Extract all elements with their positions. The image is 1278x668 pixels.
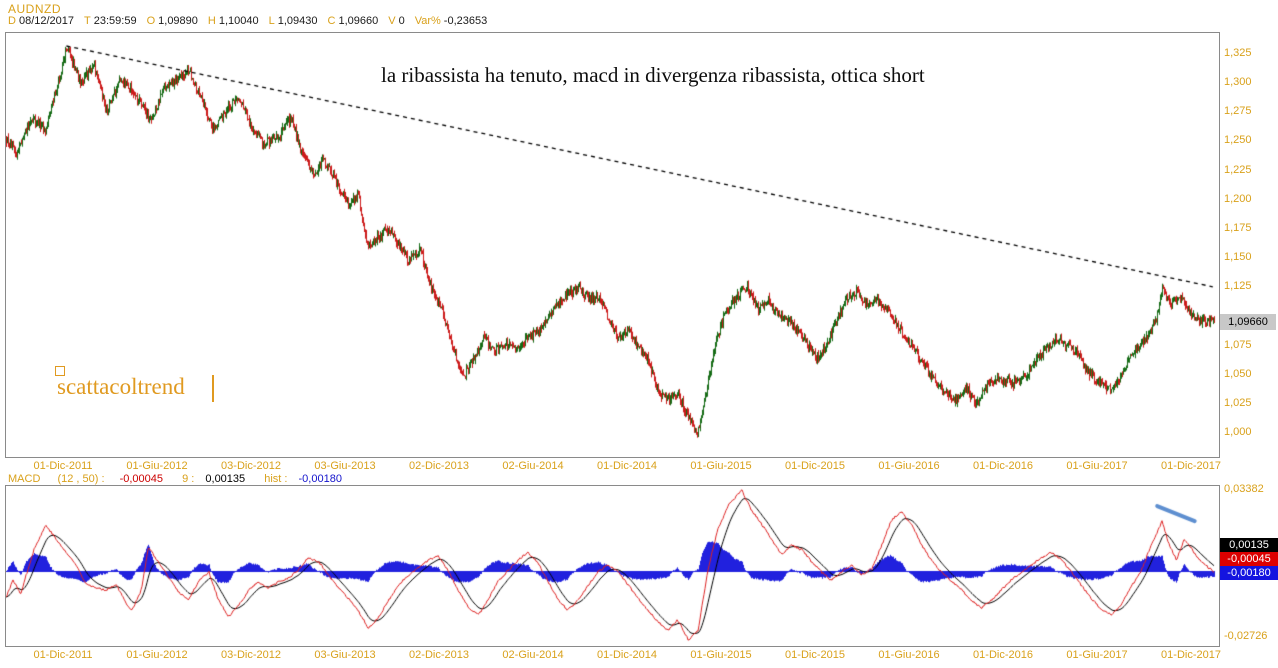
price-tick-label: 1,200 — [1224, 192, 1252, 205]
field-label: D — [8, 15, 16, 27]
macd-badge: -0,00045 — [1220, 552, 1278, 566]
macd-status-bar: MACD (12 , 50) : -0,00045 9 : 0,00135 hi… — [8, 473, 342, 485]
macd-indicator-panel[interactable] — [5, 485, 1220, 647]
date-tick-label: 02-Dic-2013 — [409, 649, 469, 661]
signal-value: 0,00135 — [205, 473, 246, 485]
candlestick-chart-canvas[interactable] — [6, 33, 1217, 455]
date-tick-label: 01-Dic-2017 — [1161, 460, 1221, 472]
field-label: C — [327, 15, 336, 27]
date-tick-label: 01-Giu-2012 — [126, 649, 188, 661]
hist-value: -0,00180 — [298, 473, 342, 485]
price-tick-label: 1,000 — [1224, 425, 1252, 438]
field-label: V — [388, 15, 396, 27]
ohlc-status-bar: D 08/12/2017 T 23:59:59 O 1,09890 H 1,10040 L 1,0… — [8, 15, 487, 27]
field-value: 0 — [398, 15, 405, 27]
price-chart-panel[interactable] — [5, 32, 1220, 458]
date-tick-label: 01-Dic-2015 — [785, 649, 845, 661]
date-tick-label: 02-Dic-2013 — [409, 460, 469, 472]
macd-name: MACD — [8, 473, 41, 485]
price-tick-label: 1,300 — [1224, 76, 1252, 89]
field-label: O — [146, 15, 156, 27]
price-tick-label: 1,175 — [1224, 221, 1252, 234]
field-value: 1,10040 — [218, 15, 259, 27]
price-tick-label: 1,150 — [1224, 251, 1252, 264]
price-tick-label: 1,050 — [1224, 367, 1252, 380]
signal-label: 9 : — [182, 473, 195, 485]
date-tick-label: 01-Giu-2017 — [1066, 460, 1128, 472]
date-tick-label: 01-Dic-2016 — [973, 649, 1033, 661]
price-tick-label: 1,250 — [1224, 134, 1252, 147]
date-tick-label: 01-Dic-2011 — [33, 460, 93, 472]
macd-chart-canvas[interactable] — [6, 486, 1217, 644]
date-tick-label: 03-Dic-2012 — [221, 460, 281, 472]
field-value: 08/12/2017 — [18, 15, 75, 27]
field-value: -0,23653 — [443, 15, 488, 27]
date-tick-label: 01-Giu-2015 — [690, 460, 752, 472]
date-tick-label: 03-Dic-2012 — [221, 649, 281, 661]
field-value: 1,09430 — [277, 15, 318, 27]
price-tick-label: 1,225 — [1224, 163, 1252, 176]
date-tick-label: 01-Dic-2014 — [597, 649, 657, 661]
price-tick-label: 1,025 — [1224, 396, 1252, 409]
date-tick-label: 01-Dic-2017 — [1161, 649, 1221, 661]
date-tick-label: 01-Giu-2017 — [1066, 649, 1128, 661]
field-label: H — [207, 15, 216, 27]
field-label: L — [268, 15, 275, 27]
date-tick-label: 01-Dic-2016 — [973, 460, 1033, 472]
field-value: 1,09660 — [338, 15, 379, 27]
macd-badge: -0,00180 — [1220, 566, 1278, 580]
date-tick-label: 01-Dic-2011 — [33, 649, 93, 661]
date-tick-label: 02-Giu-2014 — [502, 649, 564, 661]
price-tick-label: 1,275 — [1224, 105, 1252, 118]
watermark-square-icon — [55, 366, 65, 376]
date-tick-label: 01-Giu-2016 — [878, 460, 940, 472]
watermark-text: scattacoltrend — [57, 374, 185, 399]
analyst-annotation: la ribassista ha tenuto, macd in diverge… — [381, 63, 925, 87]
date-tick-label: 02-Giu-2014 — [502, 460, 564, 472]
date-tick-label: 01-Giu-2012 — [126, 460, 188, 472]
date-tick-label: 03-Giu-2013 — [314, 649, 376, 661]
date-tick-label: 01-Dic-2014 — [597, 460, 657, 472]
price-tick-label: 1,075 — [1224, 338, 1252, 351]
field-value: 1,09890 — [158, 15, 198, 27]
macd-axis-min: -0,02726 — [1224, 630, 1268, 642]
macd-value: -0,00045 — [119, 473, 164, 485]
date-tick-label: 03-Giu-2013 — [314, 460, 376, 472]
field-value: 23:59:59 — [93, 15, 137, 27]
field-label: Var% — [414, 15, 441, 27]
macd-params: (12 , 50) : — [57, 473, 105, 485]
macd-axis-max: 0,03382 — [1224, 483, 1264, 495]
last-price-badge: 1,09660 — [1220, 314, 1276, 330]
hist-label: hist : — [264, 473, 288, 485]
watermark-caret — [212, 375, 214, 402]
symbol-title: AUDNZD — [8, 2, 61, 16]
macd-badge: 0,00135 — [1220, 538, 1278, 552]
price-tick-label: 1,125 — [1224, 280, 1252, 293]
field-label: T — [84, 15, 91, 27]
date-tick-label: 01-Giu-2015 — [690, 649, 752, 661]
date-tick-label: 01-Dic-2015 — [785, 460, 845, 472]
price-tick-label: 1,325 — [1224, 47, 1252, 59]
date-tick-label: 01-Giu-2016 — [878, 649, 940, 661]
